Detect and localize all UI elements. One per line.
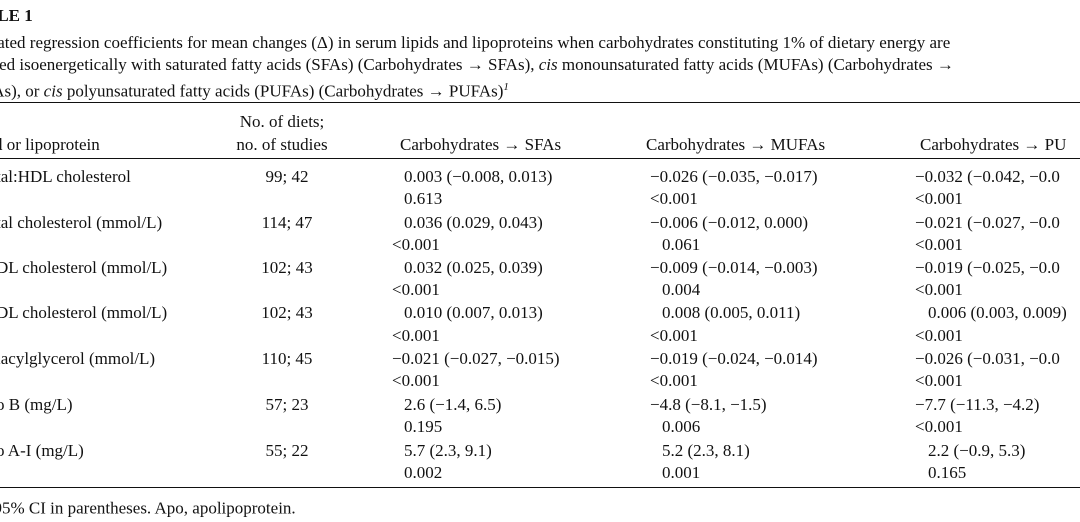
header-carb-sfa: Carbohydrates → SFAs: [400, 135, 562, 154]
row-sfa-p: 0.002: [404, 463, 443, 482]
table-top-rule: [0, 102, 1080, 103]
row-mufa-estimate: 5.2 (2.3, 8.1): [662, 441, 750, 460]
row-sfa-estimate: −0.021 (−0.027, −0.015): [392, 349, 560, 368]
row-name: DL cholesterol (mmol/L): [0, 303, 168, 322]
header-diets-line1: No. of diets;: [239, 112, 325, 131]
row-pufa-estimate: 0.006 (0.003, 0.009): [928, 303, 1067, 322]
row-pufa-estimate: −0.032 (−0.042, −0.0: [915, 167, 1060, 186]
row-pufa-p: <0.001: [915, 280, 963, 299]
row-mufa-p: 0.001: [662, 463, 701, 482]
row-n: 55; 22: [265, 441, 309, 460]
table-header-rule: [0, 158, 1080, 159]
row-sfa-p: <0.001: [392, 371, 440, 390]
row-n: 114; 47: [261, 213, 313, 232]
row-mufa-estimate: −0.026 (−0.035, −0.017): [650, 167, 818, 186]
row-mufa-p: <0.001: [650, 371, 698, 390]
table-bottom-rule: [0, 487, 1080, 488]
row-pufa-p: 0.165: [928, 463, 967, 482]
row-pufa-p: <0.001: [915, 189, 963, 208]
row-mufa-estimate: −0.009 (−0.014, −0.003): [650, 258, 818, 277]
row-n: 102; 43: [261, 303, 313, 322]
caption-line-2-text: aced isoenergetically with saturated fat…: [0, 55, 954, 74]
row-mufa-p: <0.001: [650, 326, 698, 345]
row-n: 99; 42: [265, 167, 309, 186]
row-mufa-p: 0.061: [662, 235, 701, 254]
table-caption-line-1: mated regression coefficients for mean c…: [0, 33, 951, 52]
row-pufa-p: <0.001: [915, 235, 963, 254]
row-sfa-p: <0.001: [392, 235, 440, 254]
row-mufa-estimate: −4.8 (−8.1, −1.5): [650, 395, 767, 414]
row-name: DL cholesterol (mmol/L): [0, 258, 168, 277]
row-sfa-estimate: 0.003 (−0.008, 0.013): [404, 167, 553, 186]
row-pufa-estimate: −7.7 (−11.3, −4.2): [915, 395, 1040, 414]
header-carb-pufa: Carbohydrates → PU: [920, 135, 1067, 154]
row-n: 57; 23: [265, 395, 309, 414]
footnote-text: 95% CI in parentheses. Apo, apolipoprote…: [0, 498, 296, 518]
header-diets-line2: no. of studies: [236, 135, 328, 154]
row-sfa-estimate: 2.6 (−1.4, 6.5): [404, 395, 502, 414]
table-label: BLE 1: [0, 6, 33, 25]
row-name: o A-I (mg/L): [0, 441, 84, 460]
row-name: o B (mg/L): [0, 395, 73, 414]
row-mufa-estimate: −0.006 (−0.012, 0.000): [650, 213, 808, 232]
row-name: tal:HDL cholesterol: [0, 167, 131, 186]
caption-line-3-text: FAs), or cis polyunsaturated fatty acids…: [0, 81, 504, 101]
row-mufa-p: <0.001: [650, 189, 698, 208]
row-pufa-estimate: 2.2 (−0.9, 5.3): [928, 441, 1026, 460]
row-sfa-p: <0.001: [392, 326, 440, 345]
header-lipid: d or lipoprotein: [0, 135, 100, 154]
table-footnote: 195% CI in parentheses. Apo, apolipoprot…: [0, 494, 296, 519]
row-n: 102; 43: [261, 258, 313, 277]
cis-italic: cis: [538, 55, 558, 74]
table-caption-line-3: FAs), or cis polyunsaturated fatty acids…: [0, 77, 509, 102]
row-pufa-estimate: −0.026 (−0.031, −0.0: [915, 349, 1060, 368]
row-sfa-p: <0.001: [392, 280, 440, 299]
row-mufa-p: 0.006: [662, 417, 701, 436]
row-sfa-estimate: 0.036 (0.029, 0.043): [404, 213, 543, 232]
row-sfa-estimate: 5.7 (2.3, 9.1): [404, 441, 492, 460]
row-mufa-estimate: −0.019 (−0.024, −0.014): [650, 349, 818, 368]
row-pufa-p: <0.001: [915, 371, 963, 390]
row-sfa-estimate: 0.010 (0.007, 0.013): [404, 303, 543, 322]
row-mufa-p: 0.004: [662, 280, 701, 299]
row-pufa-p: <0.001: [915, 326, 963, 345]
row-sfa-p: 0.613: [404, 189, 443, 208]
caption-footnote-mark: 1: [503, 81, 509, 93]
row-mufa-estimate: 0.008 (0.005, 0.011): [662, 303, 801, 322]
row-sfa-estimate: 0.032 (0.025, 0.039): [404, 258, 543, 277]
row-pufa-estimate: −0.021 (−0.027, −0.0: [915, 213, 1060, 232]
table-caption-line-2: aced isoenergetically with saturated fat…: [0, 55, 954, 75]
row-pufa-p: <0.001: [915, 417, 963, 436]
cis-italic: cis: [43, 81, 63, 101]
row-pufa-estimate: −0.019 (−0.025, −0.0: [915, 258, 1060, 277]
row-sfa-p: 0.195: [404, 417, 443, 436]
row-name: tal cholesterol (mmol/L): [0, 213, 163, 232]
row-name: iacylglycerol (mmol/L): [0, 349, 156, 368]
row-n: 110; 45: [261, 349, 313, 368]
header-carb-mufa: Carbohydrates → MUFAs: [646, 135, 826, 154]
